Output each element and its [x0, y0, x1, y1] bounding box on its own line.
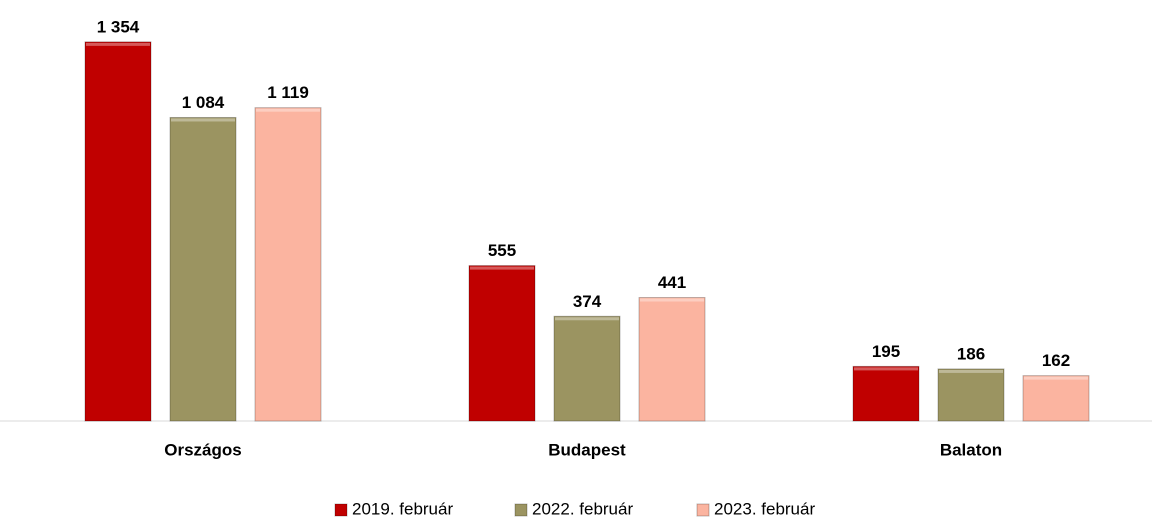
bar-highlight: [555, 317, 619, 321]
legend-label: 2022. február: [532, 499, 633, 518]
bar: [468, 265, 536, 422]
x-tick-label: Balaton: [940, 440, 1002, 459]
bar-highlight: [256, 108, 320, 112]
data-label: 441: [658, 273, 686, 292]
bar-highlight: [640, 298, 704, 302]
bar: [1022, 375, 1090, 422]
data-label: 555: [488, 241, 516, 260]
bar-highlight: [171, 118, 235, 122]
bar: [169, 116, 237, 422]
data-label: 162: [1042, 351, 1070, 370]
bar-highlight: [86, 42, 150, 46]
data-label: 374: [573, 292, 602, 311]
data-label: 186: [957, 344, 985, 363]
bar: [254, 107, 322, 422]
bar: [638, 297, 706, 422]
x-tick-label: Budapest: [548, 440, 626, 459]
legend-swatch: [334, 503, 348, 517]
data-label: 195: [872, 342, 900, 361]
bar-highlight: [1024, 376, 1088, 380]
legend-swatch: [696, 503, 710, 517]
legend-label: 2023. február: [714, 499, 815, 518]
data-label: 1 354: [97, 17, 140, 36]
legend-label: 2019. február: [352, 499, 453, 518]
bar: [553, 315, 621, 422]
legend-swatch: [514, 503, 528, 517]
bar: [937, 368, 1005, 422]
bar: [84, 41, 152, 422]
data-label: 1 084: [182, 93, 225, 112]
bar-highlight: [939, 369, 1003, 373]
bar: [852, 365, 920, 422]
bar-highlight: [854, 367, 918, 371]
x-tick-label: Országos: [164, 440, 241, 459]
data-label: 1 119: [267, 83, 309, 102]
bar-highlight: [470, 266, 534, 270]
